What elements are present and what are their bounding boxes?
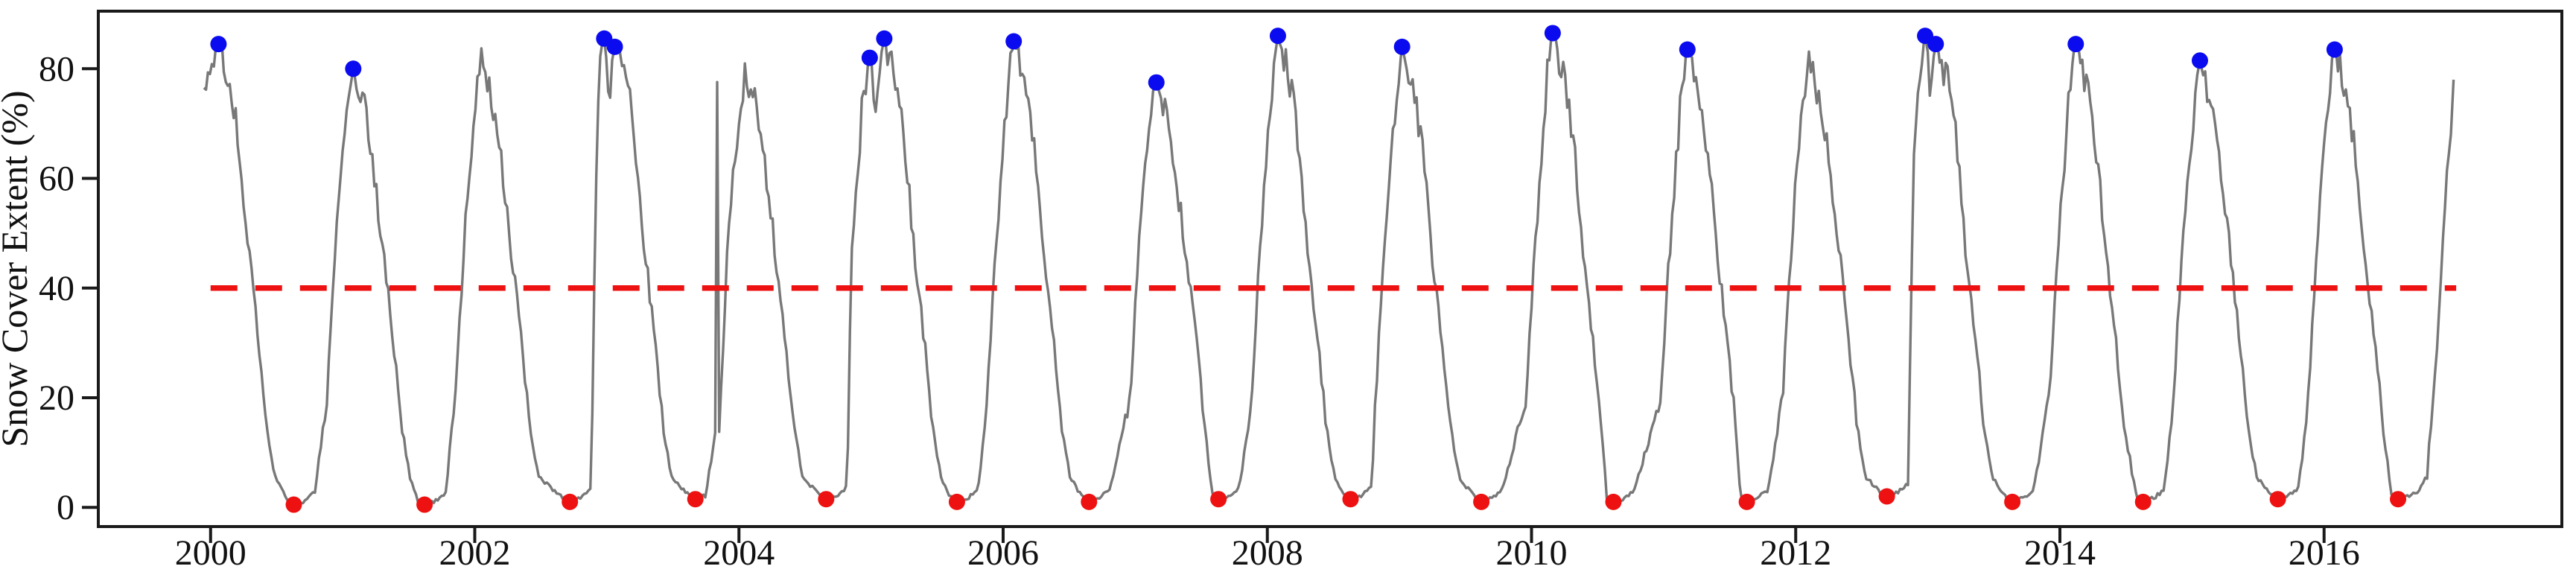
annual-minimum-marker (818, 491, 835, 508)
annual-minimum-marker (562, 493, 579, 510)
annual-maximum-marker (861, 49, 878, 66)
annual-minimum-marker (2004, 493, 2021, 510)
x-tick-label: 2004 (703, 533, 775, 572)
annual-minimum-marker (2134, 493, 2152, 510)
y-tick-label: 20 (39, 378, 74, 418)
x-tick-label: 2000 (175, 533, 247, 572)
annual-minimum-marker (948, 493, 965, 510)
annual-minimum-marker (1738, 493, 1755, 510)
annual-minimum-marker (1605, 493, 1622, 510)
annual-maximum-marker (2067, 36, 2084, 53)
annual-minimum-marker (1342, 491, 1359, 508)
y-tick-label: 80 (39, 49, 74, 89)
annual-minimum-marker (1473, 493, 1490, 510)
annual-minimum-marker (285, 496, 302, 513)
annual-minimum-marker (1081, 493, 1098, 510)
y-tick-label: 40 (39, 269, 74, 308)
annual-maximum-marker (2191, 52, 2208, 69)
x-tick-label: 2008 (1232, 533, 1303, 572)
x-tick-label: 2012 (1760, 533, 1831, 572)
annual-minimum-marker (416, 496, 433, 513)
annual-maximum-marker (1148, 74, 1165, 91)
annual-maximum-marker (876, 30, 893, 47)
annual-maximum-marker (1679, 41, 1696, 58)
y-tick-label: 0 (57, 488, 74, 527)
plot-frame (97, 10, 2563, 528)
annual-maximum-marker (1393, 38, 1411, 55)
annual-maximum-marker (345, 60, 362, 77)
y-axis-title: Snow Cover Extent (%) (0, 90, 35, 447)
x-tick-label: 2016 (2289, 533, 2360, 572)
annual-maximum-marker (606, 38, 623, 55)
plot-area: 2000 2002 2004 2006 2008 2010 2012 2014 2016 0 20 4… (39, 10, 2563, 572)
annual-maximum-marker (1544, 25, 1561, 42)
annual-minimum-marker (687, 491, 704, 508)
x-tick-label: 2002 (439, 533, 511, 572)
x-tick-label: 2006 (967, 533, 1039, 572)
annual-minimum-marker (1210, 491, 1227, 508)
x-tick-label: 2010 (1495, 533, 1567, 572)
annual-maximum-marker (1005, 33, 1023, 50)
annual-maximum-marker (2326, 41, 2343, 58)
annual-maximum-marker (1927, 36, 1944, 53)
x-tick-label: 2014 (2024, 533, 2096, 572)
annual-minimum-marker (2269, 491, 2286, 508)
annual-maximum-marker (210, 36, 227, 53)
annual-minimum-marker (2390, 491, 2407, 508)
annual-maximum-marker (1269, 28, 1286, 45)
annual-minimum-marker (1878, 488, 1895, 505)
y-tick-label: 60 (39, 159, 74, 199)
